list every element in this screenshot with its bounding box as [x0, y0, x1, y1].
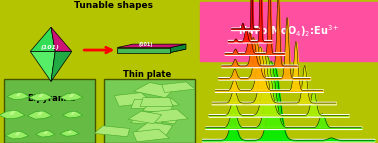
Polygon shape [136, 122, 173, 136]
Polygon shape [30, 27, 55, 51]
Polygon shape [71, 112, 76, 115]
Polygon shape [117, 47, 170, 52]
Polygon shape [38, 94, 44, 97]
Polygon shape [150, 109, 188, 123]
Polygon shape [94, 126, 130, 137]
FancyBboxPatch shape [104, 79, 195, 143]
Polygon shape [7, 92, 29, 100]
Polygon shape [114, 93, 152, 106]
Polygon shape [51, 51, 72, 82]
Polygon shape [37, 111, 43, 115]
Text: Multicolor
emissions: Multicolor emissions [294, 4, 345, 24]
Polygon shape [0, 110, 25, 119]
Polygon shape [133, 83, 175, 98]
Polygon shape [117, 44, 186, 47]
Polygon shape [117, 49, 186, 52]
Polygon shape [140, 98, 173, 107]
FancyBboxPatch shape [200, 2, 378, 61]
Polygon shape [143, 102, 173, 113]
Text: (101): (101) [41, 45, 59, 50]
Polygon shape [63, 111, 83, 118]
Polygon shape [131, 99, 166, 108]
Polygon shape [150, 98, 179, 108]
Polygon shape [60, 130, 79, 136]
Polygon shape [60, 93, 83, 101]
Polygon shape [16, 93, 22, 96]
Polygon shape [145, 111, 180, 124]
Polygon shape [130, 115, 162, 125]
Polygon shape [29, 93, 53, 101]
Polygon shape [162, 82, 195, 93]
FancyBboxPatch shape [4, 79, 94, 143]
Polygon shape [15, 132, 20, 135]
Polygon shape [36, 131, 55, 137]
Polygon shape [128, 111, 162, 124]
Polygon shape [30, 51, 55, 82]
Text: Tunable shapes: Tunable shapes [74, 1, 153, 10]
Text: NaTb(MoO$_4$)$_2$:Eu$^{3+}$: NaTb(MoO$_4$)$_2$:Eu$^{3+}$ [239, 24, 340, 39]
Polygon shape [9, 111, 16, 115]
Polygon shape [6, 131, 29, 139]
Text: (001): (001) [138, 42, 153, 47]
Polygon shape [27, 111, 52, 119]
Polygon shape [43, 131, 48, 134]
Polygon shape [170, 44, 186, 52]
Polygon shape [51, 27, 72, 51]
Text: Bipyramid: Bipyramid [27, 94, 75, 103]
Text: Thin plate: Thin plate [123, 70, 172, 79]
Polygon shape [69, 93, 75, 97]
Polygon shape [68, 130, 72, 133]
Polygon shape [133, 129, 169, 142]
